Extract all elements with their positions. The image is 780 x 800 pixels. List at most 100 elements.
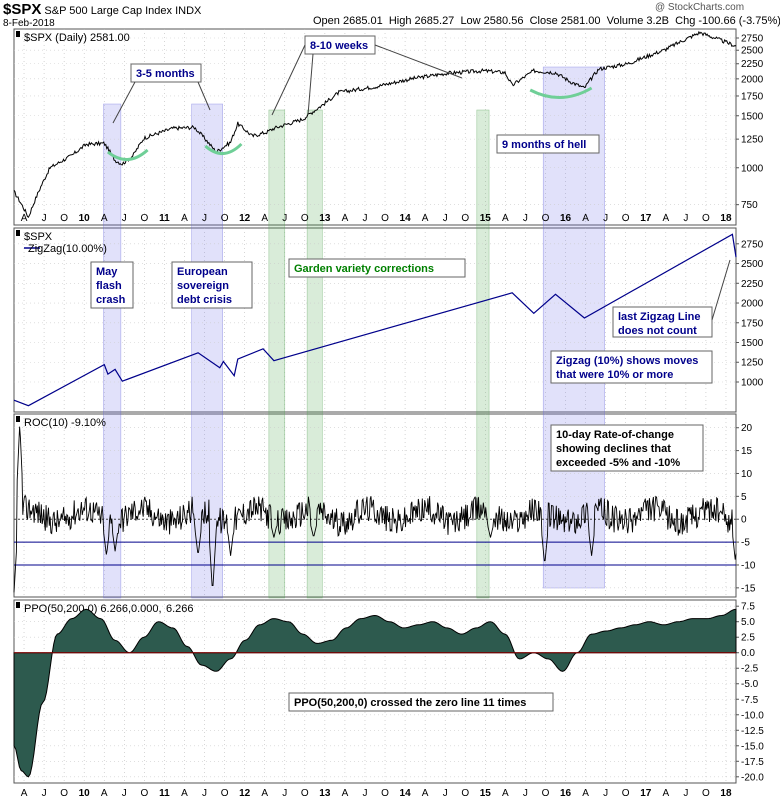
zigzag-legend-label: ZigZag(10.00%) xyxy=(28,243,107,255)
x-tick-label-top: O xyxy=(702,213,710,224)
x-tick-label-bottom: 10 xyxy=(79,788,91,799)
x-tick-label-bottom: A xyxy=(21,788,28,799)
annotation-last-zigzag-box xyxy=(612,306,713,338)
y-tick-label: 2000 xyxy=(741,74,764,85)
y-tick-label: 1500 xyxy=(741,111,764,122)
x-tick-label-top: O xyxy=(381,213,389,224)
x-tick-label-top: J xyxy=(603,213,608,224)
zigzag-line xyxy=(13,233,737,407)
annotation-roc-text: exceeded -5% and -10% xyxy=(556,457,680,469)
x-tick-label-bottom: O xyxy=(381,788,389,799)
annotation-zigzag-10-text: that were 10% or more xyxy=(556,369,673,381)
y-tick-label: -12.5 xyxy=(741,726,764,737)
x-tick-label-bottom: J xyxy=(443,788,448,799)
annotation-last-zigzag-text: does not count xyxy=(618,325,697,337)
x-tick-label-top: 15 xyxy=(480,213,492,224)
x-tick-label-bottom: J xyxy=(122,788,127,799)
x-tick-label-top: 12 xyxy=(239,213,251,224)
x-tick-label-top: 13 xyxy=(319,213,331,224)
stockcharts-watermark: @ StockCharts.com xyxy=(655,2,745,13)
x-tick-label-bottom: J xyxy=(603,788,608,799)
annotation-flash-crash-box xyxy=(90,261,134,309)
callout-last-zigzag xyxy=(711,259,731,321)
x-tick-label-bottom: A xyxy=(662,788,669,799)
annotation-flash-crash-text: May xyxy=(96,266,118,278)
y-tick-label: -15.0 xyxy=(741,741,764,752)
x-tick-label-bottom: A xyxy=(101,788,108,799)
y-tick-label: -20.0 xyxy=(741,772,764,783)
y-tick-label: 2.5 xyxy=(741,633,755,644)
chart-date: 8-Feb-2018 xyxy=(3,18,55,29)
annotation-garden-text: Garden variety corrections xyxy=(294,263,434,275)
annotation-flash-crash-text: flash xyxy=(96,280,122,292)
annotation-9-months-text: 9 months of hell xyxy=(502,139,586,151)
annotation-debt-crisis-text: sovereign xyxy=(177,280,229,292)
ppo-panel-title: PPO(50,200,0) 6.266, xyxy=(24,603,131,615)
y-tick-label: 2500 xyxy=(741,259,764,270)
x-tick-label-bottom: A xyxy=(502,788,509,799)
annotation-9-months-box xyxy=(496,134,600,154)
x-tick-label-top: J xyxy=(122,213,127,224)
callout-lines-3-5 xyxy=(112,81,211,124)
x-tick-label-bottom: O xyxy=(221,788,229,799)
x-tick-label-bottom: 18 xyxy=(720,788,732,799)
y-tick-label: -7.5 xyxy=(741,695,759,706)
y-tick-label: 1750 xyxy=(741,91,764,102)
x-tick-label-top: O xyxy=(622,213,630,224)
x-tick-label-top: A xyxy=(21,213,28,224)
x-tick-label-top: J xyxy=(202,213,207,224)
ppo-hist-value: 6.266 xyxy=(166,603,194,615)
x-tick-label-top: J xyxy=(42,213,47,224)
annotation-ppo-box xyxy=(288,692,554,712)
y-tick-label: -5.0 xyxy=(741,679,759,690)
annotation-last-zigzag-text: last Zigzag Line xyxy=(618,311,701,323)
x-tick-label-bottom: 16 xyxy=(560,788,572,799)
x-tick-label-bottom: 17 xyxy=(640,788,652,799)
x-tick-label-bottom: J xyxy=(42,788,47,799)
y-tick-label: 2750 xyxy=(741,34,764,45)
x-tick-label-top: 16 xyxy=(560,213,572,224)
ohlc-readout: Open 2685.01 High 2685.27 Low 2580.56 Cl… xyxy=(313,15,780,27)
x-tick-label-top: J xyxy=(362,213,367,224)
y-tick-label: 1000 xyxy=(741,163,764,174)
annotation-flash-crash-text: crash xyxy=(96,294,126,306)
annotation-roc-text: 10-day Rate-of-change xyxy=(556,429,674,441)
x-tick-label-bottom: O xyxy=(702,788,710,799)
annotation-debt-crisis-text: debt crisis xyxy=(177,294,232,306)
panel-marker-0 xyxy=(16,31,20,37)
y-tick-label: 20 xyxy=(741,423,753,434)
ppo-signal-value: 0.000, xyxy=(131,603,162,615)
shading-band-4 xyxy=(476,109,490,599)
y-tick-label: 5.0 xyxy=(741,617,755,628)
x-tick-label-top: 14 xyxy=(400,213,412,224)
y-tick-label: 15 xyxy=(741,446,753,457)
shading-band-3 xyxy=(306,109,323,599)
change-value: Chg -100.66 (-3.75%) xyxy=(675,15,780,27)
x-tick-label-bottom: 13 xyxy=(319,788,331,799)
x-tick-label-bottom: 12 xyxy=(239,788,251,799)
annotation-debt-crisis-text: European xyxy=(177,266,228,278)
annotation-debt-crisis-box xyxy=(171,261,253,309)
x-tick-label-bottom: J xyxy=(362,788,367,799)
y-tick-label: 0 xyxy=(741,515,747,526)
x-tick-label-bottom: A xyxy=(582,788,589,799)
x-tick-label-bottom: J xyxy=(282,788,287,799)
x-tick-label-bottom: 15 xyxy=(480,788,492,799)
x-tick-label-bottom: O xyxy=(140,788,148,799)
x-tick-label-bottom: O xyxy=(60,788,68,799)
close-value: Close 2581.00 xyxy=(529,15,601,27)
x-tick-label-top: O xyxy=(461,213,469,224)
x-tick-label-top: A xyxy=(582,213,589,224)
y-tick-label: 2000 xyxy=(741,299,764,310)
shading-band-5 xyxy=(542,66,605,589)
x-tick-label-bottom: A xyxy=(342,788,349,799)
x-tick-label-bottom: A xyxy=(261,788,268,799)
shading-band-0 xyxy=(103,103,122,599)
x-tick-label-bottom: J xyxy=(523,788,528,799)
chart-header-title: $SPX S&P 500 Large Cap Index INDX xyxy=(3,1,201,18)
x-tick-label-top: O xyxy=(301,213,309,224)
exchange-label: INDX xyxy=(175,5,202,17)
price-panel-title: $SPX (Daily) 2581.00 xyxy=(24,32,130,44)
x-tick-label-top: J xyxy=(282,213,287,224)
